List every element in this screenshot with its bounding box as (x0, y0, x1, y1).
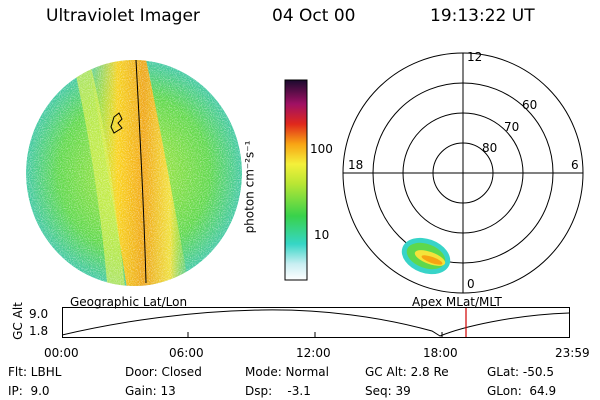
coastline-outline (110, 112, 123, 134)
gc-alt-readout: GC Alt: 2.8 Re (365, 365, 449, 379)
orbit-xtick-0600: 06:00 (169, 346, 204, 360)
orbit-ylabel: GC Alt (10, 302, 25, 340)
mlt-label-0: 0 (467, 277, 475, 291)
geographic-panel-label: Geographic Lat/Lon (70, 295, 188, 309)
terminator-line (135, 59, 147, 284)
orbit-ytick-max: 9.0 (29, 307, 49, 321)
lat-label-60: 60 (522, 98, 537, 112)
orbit-xtick-1800: 18:00 (423, 346, 458, 360)
mode-readout: Mode: Normal (245, 365, 329, 379)
lat-label-80: 80 (482, 141, 497, 155)
apex-panel-label: Apex MLat/MLT (412, 295, 502, 309)
lat-label-70: 70 (504, 120, 519, 134)
orbit-altitude-plot (62, 307, 570, 338)
orbit-xtick-0000: 00:00 (44, 346, 79, 360)
seq-readout: Seq: 39 (365, 384, 411, 398)
colorbar (284, 79, 308, 281)
orbit-xtick-2359: 23:59 (555, 346, 590, 360)
geographic-uv-image (26, 59, 242, 286)
dsp-readout: Dsp: -3.1 (245, 384, 311, 398)
mlt-label-18: 18 (348, 158, 363, 172)
polar-mlt-plot: 12 18 6 0 60 70 80 (342, 50, 584, 294)
app-title: Ultraviolet Imager (46, 6, 200, 26)
header-date: 04 Oct 00 (272, 6, 356, 26)
altitude-curve (62, 309, 570, 337)
auroral-oval-patch (401, 237, 451, 275)
colorbar-tick-10: 10 (314, 228, 330, 242)
glat-readout: GLat: -50.5 (487, 365, 554, 379)
filter-readout: Flt: LBHL (8, 365, 62, 379)
mlt-label-6: 6 (571, 158, 579, 172)
glon-readout: GLon: 64.9 (487, 384, 557, 398)
ip-readout: IP: 9.0 (8, 384, 50, 398)
header-time: 19:13:22 UT (430, 6, 535, 26)
colorbar-unit-label: photon cm⁻²s⁻¹ (242, 140, 257, 234)
orbit-xtick-1200: 12:00 (296, 346, 331, 360)
orbit-ytick-min: 1.8 (29, 324, 49, 338)
door-readout: Door: Closed (125, 365, 202, 379)
colorbar-tick-100: 100 (310, 142, 333, 156)
gain-readout: Gain: 13 (125, 384, 176, 398)
mlt-label-12: 12 (467, 50, 482, 64)
